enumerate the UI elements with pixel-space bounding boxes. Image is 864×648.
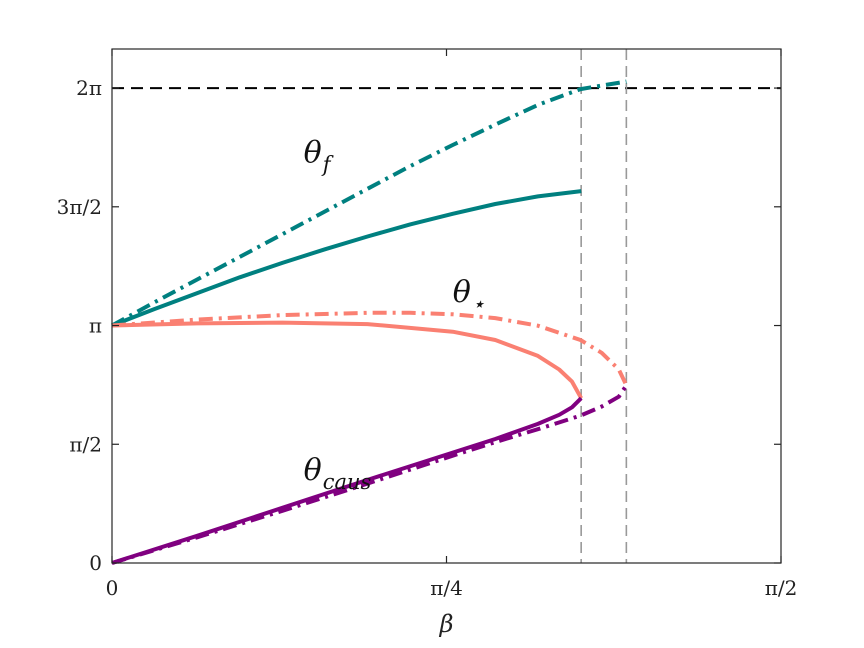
y-tick-label-4: 2π: [76, 76, 102, 100]
series-line-0: [111, 189, 582, 328]
x-tick-label-0: 0: [106, 576, 119, 600]
series-line-3: [111, 310, 629, 387]
x-tick-label-1: π/4: [430, 576, 463, 600]
annotation-1: θ⋆: [453, 275, 485, 316]
series-line-1: [111, 79, 627, 328]
series-line-2: [111, 320, 583, 400]
annotations: θf θ⋆ θcaus: [304, 135, 485, 493]
y-tick-label-2: π: [89, 314, 102, 338]
x-tick-label-2: π/2: [765, 576, 798, 600]
plot-lines: [111, 49, 781, 565]
annotation-2: θcaus: [304, 453, 372, 494]
ticks: [111, 49, 782, 564]
annotation-0: θf: [304, 135, 334, 176]
y-tick-label-0: 0: [89, 551, 102, 575]
tick-labels: 0 π/4 π/2 0 π/2 π 3π/2 2π: [57, 76, 798, 600]
y-tick-label-3: 3π/2: [57, 195, 102, 219]
series-line-4: [111, 396, 583, 565]
y-tick-label-1: π/2: [69, 432, 102, 456]
series-line-5: [111, 384, 629, 565]
x-axis-label: β: [439, 610, 454, 638]
